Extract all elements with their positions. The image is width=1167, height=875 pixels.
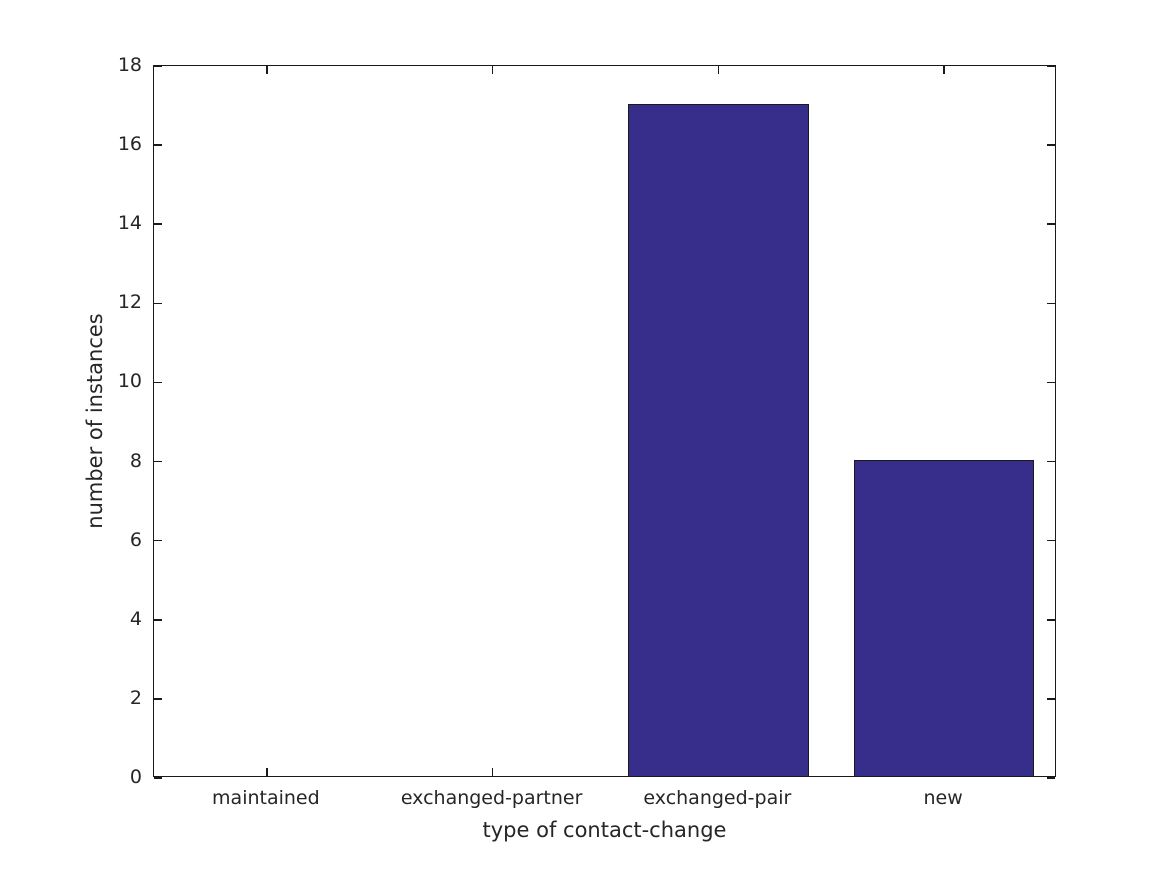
right-y-tick xyxy=(1047,381,1055,384)
left-y-tick xyxy=(154,698,162,700)
bar-exchanged-pair xyxy=(628,103,809,776)
y-tick-label: 12 xyxy=(117,291,142,314)
left-y-tick xyxy=(154,539,162,542)
y-tick-label: 4 xyxy=(129,607,142,630)
right-y-tick xyxy=(1047,777,1055,779)
left-y-tick xyxy=(154,65,162,67)
x-axis-title: type of contact-change xyxy=(482,818,727,842)
x-tick-label-maintained: maintained xyxy=(212,787,320,809)
y-tick-label: 16 xyxy=(117,133,142,156)
x-tick-label-exchanged-pair: exchanged-pair xyxy=(643,787,792,809)
x-tick-label-exchanged-partner: exchanged-partner xyxy=(400,787,583,809)
right-y-tick xyxy=(1047,144,1055,146)
left-y-tick xyxy=(154,223,162,225)
plot-area xyxy=(153,65,1056,779)
y-tick-label: 10 xyxy=(117,370,142,393)
top-x-tick xyxy=(717,66,720,74)
right-y-tick xyxy=(1047,539,1055,542)
y-tick-label: 0 xyxy=(129,766,142,788)
x-tick-label-new: new xyxy=(923,787,963,809)
right-y-tick xyxy=(1047,223,1055,225)
bar-new xyxy=(853,459,1035,776)
y-tick-label: 2 xyxy=(129,686,142,709)
y-tick-label: 6 xyxy=(129,528,142,551)
right-y-tick xyxy=(1047,619,1055,621)
y-tick-label: 18 xyxy=(117,54,142,76)
right-y-tick xyxy=(1047,698,1055,700)
left-y-tick xyxy=(154,619,162,621)
right-y-tick xyxy=(1047,302,1055,305)
y-tick-label: 14 xyxy=(117,212,142,235)
right-y-tick xyxy=(1047,460,1055,463)
left-y-tick xyxy=(154,144,162,146)
y-axis-title: number of instances xyxy=(83,313,107,529)
top-x-tick xyxy=(266,66,268,74)
right-y-tick xyxy=(1047,65,1055,67)
left-y-tick xyxy=(154,777,162,779)
top-x-tick xyxy=(491,66,494,74)
bottom-x-tick xyxy=(491,768,494,776)
left-y-tick xyxy=(154,460,162,463)
top-x-tick xyxy=(943,66,945,74)
left-y-tick xyxy=(154,302,162,305)
bottom-x-tick xyxy=(266,768,268,776)
y-tick-label: 8 xyxy=(129,449,142,472)
left-y-tick xyxy=(154,381,162,384)
